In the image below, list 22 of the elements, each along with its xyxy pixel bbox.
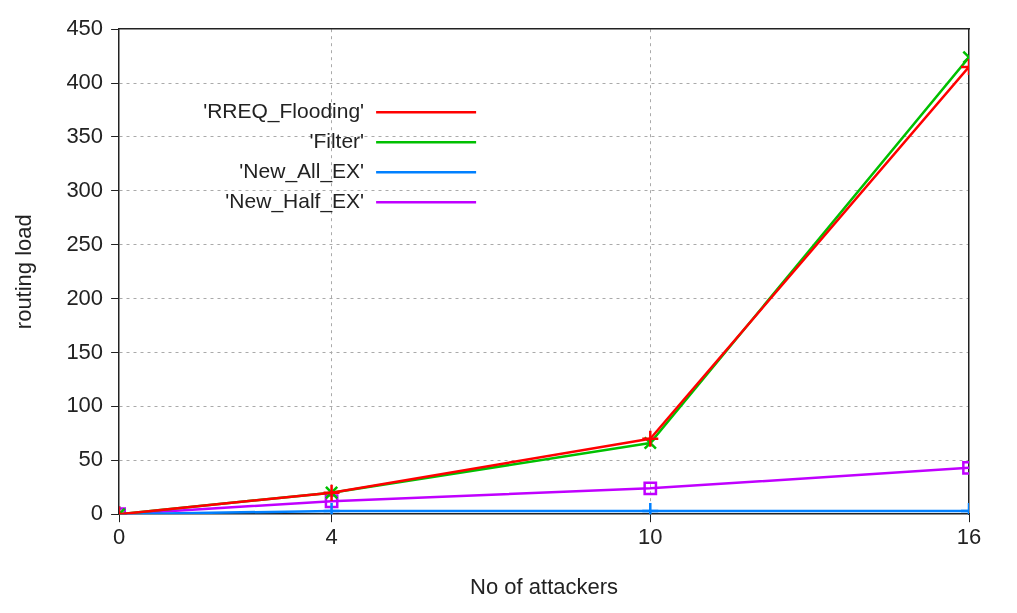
y-tick-label: 250 [66,230,104,256]
legend-label: 'RREQ_Flooding' [203,99,365,123]
x-axis-title: No of attackers [470,573,619,599]
y-tick-label: 100 [66,392,104,418]
y-tick-label: 50 [78,446,104,472]
y-tick-label: 200 [66,284,104,310]
y-tick-label: 350 [66,123,104,149]
y-axis-title: routing load [11,214,37,330]
y-tick-label: 150 [66,338,104,364]
point [643,481,658,496]
x-tick-label: 16 [956,524,982,550]
legend-label: 'New_Half_EX' [225,189,365,213]
x-tick-label: 10 [638,524,663,550]
legend-label: 'Filter' [309,129,365,152]
y-tick-label: 300 [66,176,104,202]
y-tick-label: 0 [90,500,104,526]
y-tick-label: 400 [66,69,104,95]
y-tick-label: 450 [66,15,104,41]
x-tick-label: 4 [325,524,338,550]
legend-label: 'New_All_EX' [239,159,365,183]
point [641,429,660,449]
x-tick-label: 0 [112,524,126,550]
